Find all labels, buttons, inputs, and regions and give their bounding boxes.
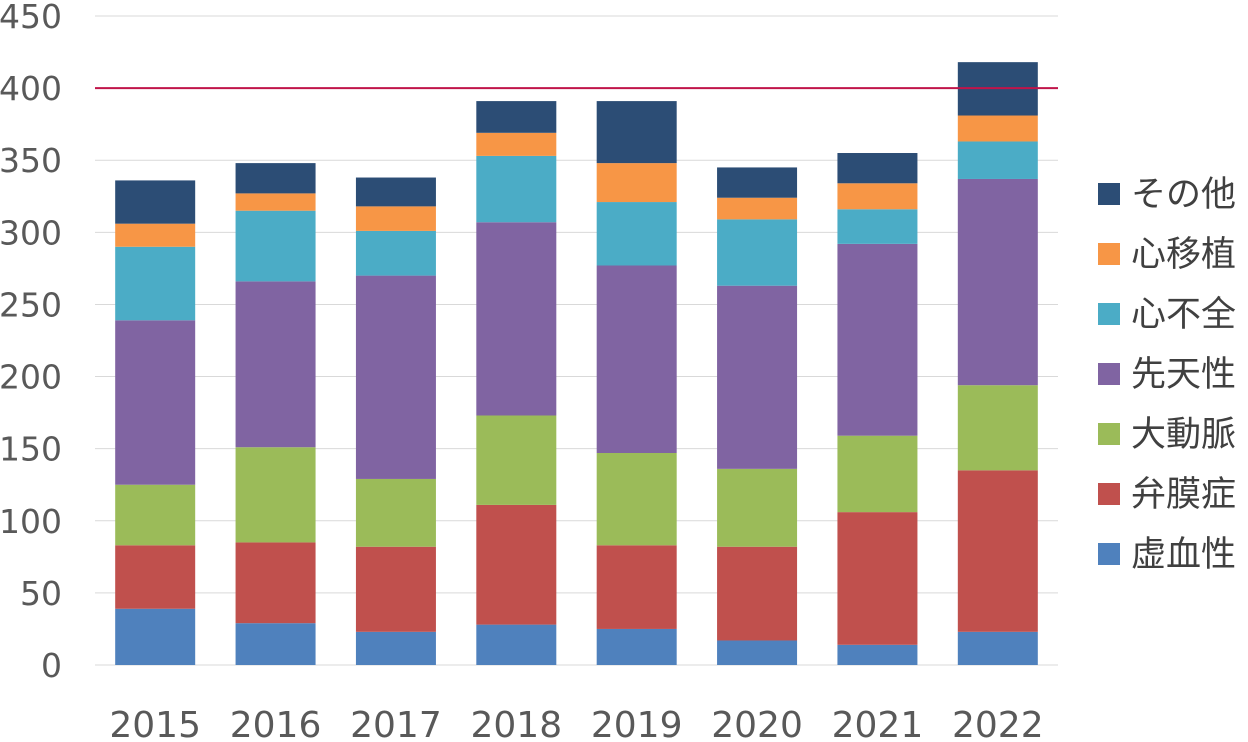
x-axis: 2015 2016 2017 2018 2019 2020 2021 2022 [109,705,1043,742]
y-tick-label: 450 [0,0,62,36]
y-tick-label: 0 [41,646,62,685]
legend-label: 弁膜症 [1131,475,1236,515]
x-tick-label: 2020 [711,705,803,742]
legend-label: 心不全 [1131,295,1236,335]
bar-segment-2022-先天性 [957,178,1038,386]
bar-segment-2020-虚血性 [717,640,798,665]
bar-segment-2015-大動脈 [115,484,196,546]
bar-segment-2019-虚血性 [596,628,677,665]
bar-segment-2017-大動脈 [355,478,436,547]
legend-swatch [1098,423,1120,445]
x-tick-label: 2022 [952,705,1044,742]
bar-segment-2016-先天性 [235,281,316,448]
bar-segment-2017-その他 [355,177,436,207]
bar-segment-2020-心不全 [717,219,798,286]
legend-swatch [1098,243,1120,265]
bar-segment-2016-心移植 [235,193,316,211]
bar-segment-2021-先天性 [837,243,918,436]
bar-segment-2015-その他 [115,180,196,224]
bar-segment-2020-心移植 [717,197,798,220]
bar-segment-2020-その他 [717,167,798,198]
legend-label: 虚血性 [1131,535,1236,575]
bar-segment-2017-心不全 [355,230,436,276]
bar-segment-2018-心移植 [476,132,557,156]
y-tick-label: 350 [0,141,62,180]
x-tick-label: 2019 [591,705,683,742]
bar-segment-2022-虚血性 [957,631,1038,665]
bar-segment-2022-弁膜症 [957,470,1038,632]
bar-segment-2021-大動脈 [837,435,918,513]
bar-segment-2019-先天性 [596,265,677,453]
y-tick-label: 300 [0,213,62,252]
bar-segment-2019-その他 [596,101,677,164]
legend-swatch [1098,483,1120,505]
bar-segment-2018-先天性 [476,222,557,416]
legend-label: 先天性 [1131,355,1236,395]
legend-label: その他 [1131,175,1236,215]
bar-segment-2020-先天性 [717,285,798,469]
bar-segment-2015-弁膜症 [115,545,196,609]
bar-segment-2016-その他 [235,163,316,194]
bar-segment-2019-弁膜症 [596,545,677,629]
bar-segment-2019-心不全 [596,202,677,266]
y-tick-label: 400 [0,69,62,108]
bar-segment-2015-心移植 [115,223,196,247]
bar-segment-2017-弁膜症 [355,546,436,632]
legend-swatch [1098,363,1120,385]
bar-segment-2016-心不全 [235,210,316,282]
bar-segment-2021-虚血性 [837,644,918,665]
y-tick-label: 200 [0,358,62,397]
bar-segment-2018-弁膜症 [476,504,557,625]
legend-label: 大動脈 [1131,415,1236,455]
legend-swatch [1098,303,1120,325]
bar-segment-2017-心移植 [355,206,436,231]
y-axis: 0 50 100 150 200 250 300 350 400 450 [0,0,62,685]
bar-segment-2016-大動脈 [235,447,316,543]
bar-segment-2015-心不全 [115,246,196,321]
bar-segment-2016-弁膜症 [235,542,316,624]
bar-segment-2022-心不全 [957,141,1038,179]
x-tick-label: 2016 [230,705,322,742]
y-tick-label: 100 [0,502,62,541]
bar-segment-2019-大動脈 [596,452,677,546]
bar-segment-2019-心移植 [596,163,677,203]
bar-segment-2018-虚血性 [476,624,557,665]
bar-segment-2016-虚血性 [235,623,316,665]
x-tick-label: 2015 [109,705,201,742]
x-tick-label: 2021 [832,705,924,742]
bar-segment-2018-心不全 [476,155,557,223]
bars [115,62,1038,665]
x-tick-label: 2018 [471,705,563,742]
y-tick-label: 50 [20,574,62,613]
legend-label: 心移植 [1131,235,1236,275]
bar-segment-2020-大動脈 [717,468,798,547]
x-tick-label: 2017 [350,705,442,742]
bar-segment-2021-弁膜症 [837,512,918,645]
legend-swatch [1098,543,1120,565]
y-tick-label: 150 [0,430,62,469]
bar-segment-2015-虚血性 [115,608,196,665]
legend-swatch [1098,183,1120,205]
y-tick-label: 250 [0,285,62,324]
bar-segment-2021-その他 [837,153,918,184]
bar-segment-2022-大動脈 [957,385,1038,471]
bar-segment-2017-虚血性 [355,631,436,665]
bar-segment-2021-心不全 [837,209,918,244]
bar-segment-2018-大動脈 [476,415,557,505]
bar-segment-2018-その他 [476,101,557,133]
bar-segment-2017-先天性 [355,275,436,479]
bar-segment-2020-弁膜症 [717,546,798,641]
bar-segment-2015-先天性 [115,320,196,485]
bar-segment-2021-心移植 [837,183,918,210]
bar-segment-2022-心移植 [957,115,1038,142]
